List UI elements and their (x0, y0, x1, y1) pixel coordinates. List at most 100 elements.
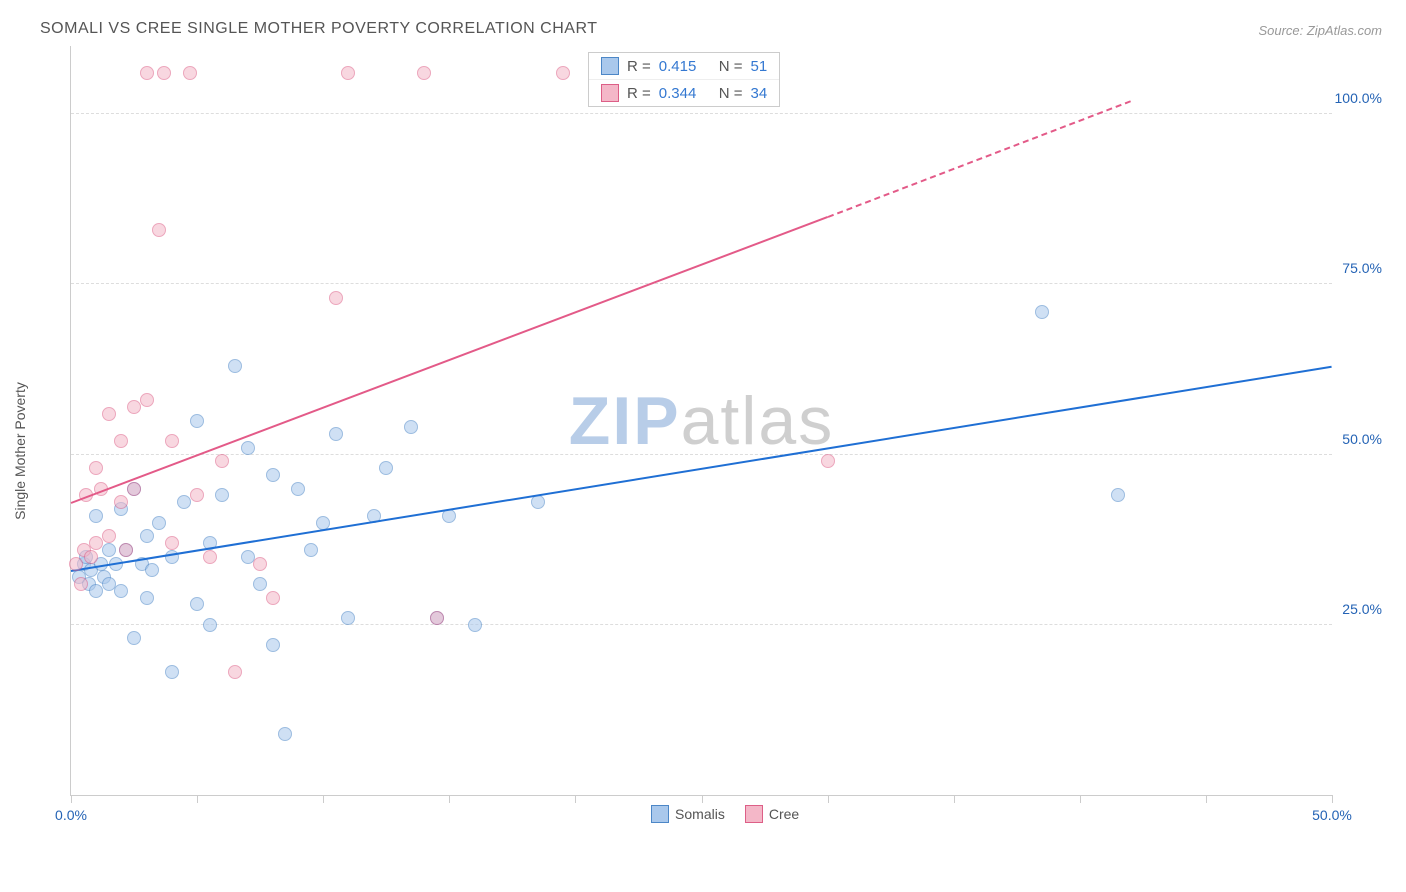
legend: Somalis Cree (651, 805, 799, 823)
data-point (165, 665, 179, 679)
stat-n-label: N = (719, 85, 743, 102)
data-point (329, 427, 343, 441)
data-point (114, 495, 128, 509)
x-tick (71, 795, 72, 803)
data-point (228, 665, 242, 679)
x-tick-label: 0.0% (55, 807, 87, 823)
data-point (304, 543, 318, 557)
data-point (157, 66, 171, 80)
data-point (291, 482, 305, 496)
legend-swatch (745, 805, 763, 823)
data-point (241, 441, 255, 455)
data-point (190, 488, 204, 502)
y-tick-label: 75.0% (1342, 260, 1382, 276)
stat-n-label: N = (719, 58, 743, 75)
data-point (165, 536, 179, 550)
watermark-atlas: atlas (681, 383, 835, 459)
data-point (341, 611, 355, 625)
data-point (190, 414, 204, 428)
data-point (215, 454, 229, 468)
x-tick (1080, 795, 1081, 803)
data-point (228, 359, 242, 373)
trend-line (71, 216, 828, 504)
data-point (84, 550, 98, 564)
data-point (190, 597, 204, 611)
gridline (71, 454, 1332, 455)
data-point (127, 482, 141, 496)
data-point (74, 577, 88, 591)
data-point (102, 407, 116, 421)
plot-area: ZIPatlas R =0.415N =51R =0.344N =34 Soma… (70, 46, 1332, 796)
watermark-zip: ZIP (569, 383, 681, 459)
data-point (114, 584, 128, 598)
x-tick (1206, 795, 1207, 803)
data-point (266, 591, 280, 605)
x-tick (702, 795, 703, 803)
data-point (119, 543, 133, 557)
source-label: Source: ZipAtlas.com (1258, 23, 1382, 38)
data-point (404, 420, 418, 434)
x-tick (575, 795, 576, 803)
data-point (215, 488, 229, 502)
data-point (278, 727, 292, 741)
data-point (140, 393, 154, 407)
y-tick-label: 100.0% (1335, 90, 1382, 106)
stat-n-value: 34 (751, 85, 768, 102)
x-tick (323, 795, 324, 803)
data-point (1111, 488, 1125, 502)
x-tick (449, 795, 450, 803)
data-point (266, 468, 280, 482)
legend-swatch (651, 805, 669, 823)
data-point (140, 66, 154, 80)
stat-r-value: 0.344 (659, 85, 711, 102)
data-point (152, 516, 166, 530)
legend-swatch (601, 84, 619, 102)
y-tick-label: 50.0% (1342, 431, 1382, 447)
data-point (203, 550, 217, 564)
data-point (89, 461, 103, 475)
x-tick (197, 795, 198, 803)
plot-container: Single Mother Poverty ZIPatlas R =0.415N… (50, 46, 1382, 856)
data-point (556, 66, 570, 80)
title-row: SOMALI VS CREE SINGLE MOTHER POVERTY COR… (40, 20, 1382, 38)
x-tick (954, 795, 955, 803)
data-point (821, 454, 835, 468)
data-point (417, 66, 431, 80)
data-point (140, 529, 154, 543)
stat-r-label: R = (627, 85, 651, 102)
data-point (114, 434, 128, 448)
data-point (266, 638, 280, 652)
x-tick (828, 795, 829, 803)
gridline (71, 624, 1332, 625)
trend-line (827, 101, 1130, 219)
y-axis-label: Single Mother Poverty (12, 382, 28, 520)
gridline (71, 113, 1332, 114)
legend-item: Cree (745, 805, 799, 823)
legend-label: Cree (769, 806, 799, 822)
data-point (102, 543, 116, 557)
legend-item: Somalis (651, 805, 725, 823)
data-point (203, 618, 217, 632)
y-tick-label: 25.0% (1342, 601, 1382, 617)
x-tick-label: 50.0% (1312, 807, 1352, 823)
data-point (152, 223, 166, 237)
watermark: ZIPatlas (569, 382, 834, 460)
data-point (253, 577, 267, 591)
data-point (1035, 305, 1049, 319)
data-point (341, 66, 355, 80)
stats-box: R =0.415N =51R =0.344N =34 (588, 52, 780, 107)
data-point (127, 631, 141, 645)
data-point (102, 529, 116, 543)
data-point (531, 495, 545, 509)
data-point (430, 611, 444, 625)
legend-swatch (601, 57, 619, 75)
data-point (89, 509, 103, 523)
x-tick (1332, 795, 1333, 803)
stat-row: R = 0.344 N = 34 (589, 79, 779, 106)
data-point (140, 591, 154, 605)
data-point (69, 557, 83, 571)
data-point (165, 434, 179, 448)
chart-title: SOMALI VS CREE SINGLE MOTHER POVERTY COR… (40, 20, 597, 38)
data-point (253, 557, 267, 571)
gridline (71, 283, 1332, 284)
